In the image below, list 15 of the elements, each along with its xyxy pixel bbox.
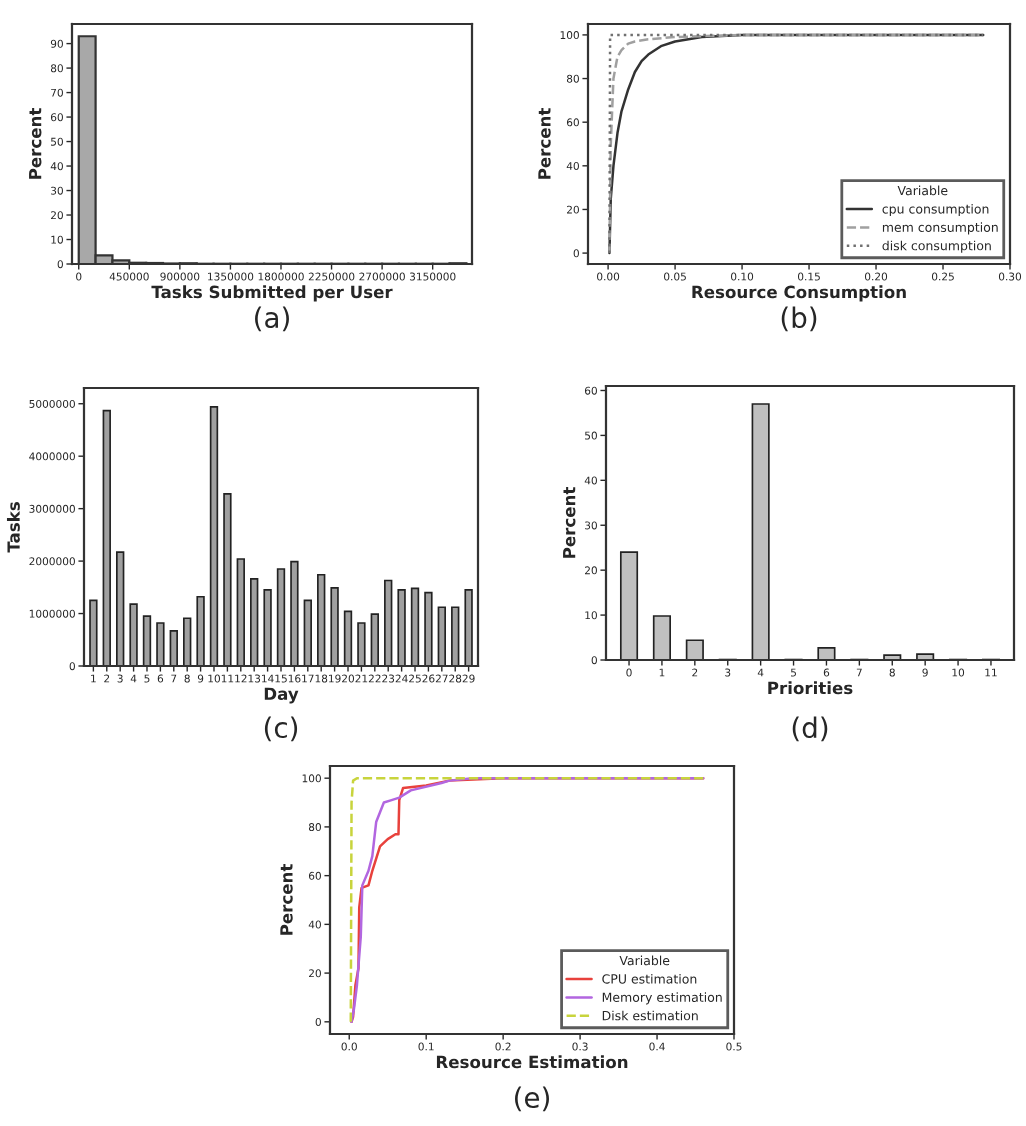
text: (c) <box>264 716 298 742</box>
y-axis-title: Percent <box>538 108 551 179</box>
x-axis-title: Resource Estimation <box>436 1055 628 1069</box>
text: (a) <box>255 306 289 332</box>
text: (e) <box>515 1086 549 1112</box>
y-axis-title: Percent <box>563 487 576 558</box>
text: (b) <box>781 306 817 332</box>
text: (d) <box>792 716 828 742</box>
y-axis-title: Percent <box>29 108 42 179</box>
x-axis-title: Tasks Submitted per User <box>151 285 393 302</box>
x-axis-title: Priorities <box>768 681 853 695</box>
x-axis-title: Resource Consumption <box>692 285 906 302</box>
y-axis-title: Percent <box>280 864 293 935</box>
y-axis-title: Tasks <box>6 502 20 553</box>
x-axis-title: Day <box>264 687 299 704</box>
